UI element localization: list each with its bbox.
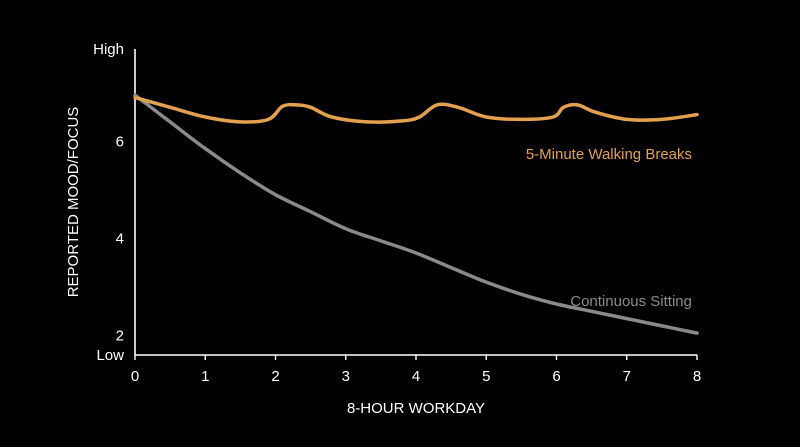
- x-tick-label: 5: [482, 368, 490, 385]
- y-ticks: High 6 4 2 Low: [93, 41, 124, 364]
- x-tick-label: 4: [412, 368, 420, 385]
- series-label-walking-breaks: 5-Minute Walking Breaks: [526, 146, 692, 163]
- y-tick-label: Low: [96, 347, 124, 364]
- x-tick-label: 7: [623, 368, 631, 385]
- y-axis-title: REPORTED MOOD/FOCUS: [65, 107, 82, 298]
- x-tick-label: 8: [693, 368, 701, 385]
- y-tick-label: 6: [116, 133, 124, 150]
- series-line-walking-breaks: [133, 95, 699, 124]
- series-lines: [133, 93, 699, 335]
- x-tick-label: 2: [271, 368, 279, 385]
- series-label-continuous-sitting: Continuous Sitting: [570, 293, 692, 310]
- y-tick-label: 2: [116, 328, 124, 345]
- x-tick-label: 1: [201, 368, 209, 385]
- x-tick-label: 3: [342, 368, 350, 385]
- y-tick-label: High: [93, 41, 124, 58]
- series-line-continuous-sitting: [133, 93, 699, 335]
- x-axis-title: 8-HOUR WORKDAY: [347, 400, 485, 417]
- x-ticks: 0 1 2 3 4 5 6 7 8: [131, 355, 701, 385]
- y-tick-label: 4: [116, 230, 124, 247]
- x-tick-label: 6: [552, 368, 560, 385]
- x-tick-label: 0: [131, 368, 139, 385]
